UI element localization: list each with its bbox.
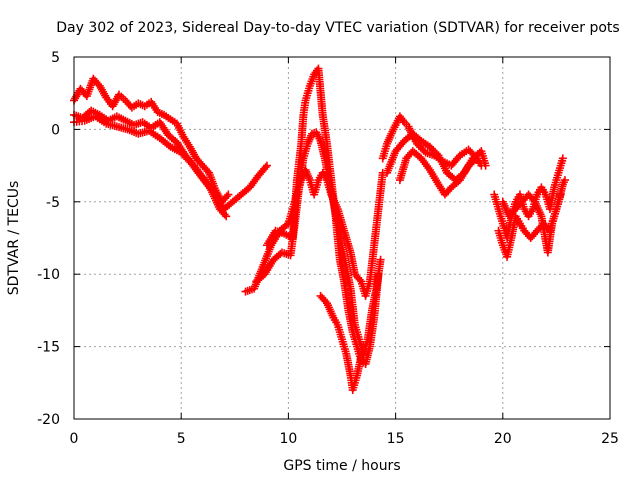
data-point [222, 212, 231, 221]
x-tick-label: 25 [601, 431, 619, 447]
series-dip-D [316, 291, 368, 395]
data-point [558, 154, 567, 163]
y-tick-label: -15 [37, 340, 60, 356]
x-axis-ticks: 0 5 10 15 20 25 [70, 57, 619, 447]
data-point [560, 176, 569, 185]
data-point [481, 161, 490, 170]
chart-title: Day 302 of 2023, Sidereal Day-to-day VTE… [56, 20, 619, 36]
plot-frame [73, 56, 611, 420]
x-axis-label: GPS time / hours [283, 458, 400, 474]
y-tick-label: -5 [46, 195, 60, 211]
data-point [261, 163, 270, 172]
series-evening-B [494, 176, 569, 261]
data-point [222, 192, 231, 201]
data-points [70, 64, 569, 395]
series-lower-track [70, 112, 271, 214]
x-tick-label: 5 [177, 431, 186, 447]
x-tick-label: 10 [279, 431, 297, 447]
data-point [473, 154, 482, 163]
y-tick-label: 5 [51, 50, 60, 66]
data-point [359, 342, 368, 351]
x-tick-label: 15 [387, 431, 405, 447]
data-point [374, 270, 383, 279]
x-tick-label: 20 [494, 431, 512, 447]
data-point [471, 155, 480, 164]
data-point [262, 161, 271, 170]
series-evening-C [498, 190, 565, 257]
y-axis-ticks: -20 -15 -10 -5 0 5 [37, 50, 610, 428]
data-point [556, 190, 565, 199]
y-tick-label: 0 [51, 122, 60, 138]
y-tick-label: -20 [37, 412, 60, 428]
x-tick-label: 0 [70, 431, 79, 447]
series-dip-C [262, 64, 383, 368]
data-point [224, 190, 233, 199]
series-middle-track [70, 106, 231, 221]
data-point [355, 275, 364, 284]
y-axis-label: SDTVAR / TECUs [6, 181, 22, 296]
data-point [376, 255, 385, 264]
series-afternoon-C [395, 147, 482, 199]
series-dip-A [241, 165, 387, 300]
y-tick-label: -10 [37, 267, 60, 283]
